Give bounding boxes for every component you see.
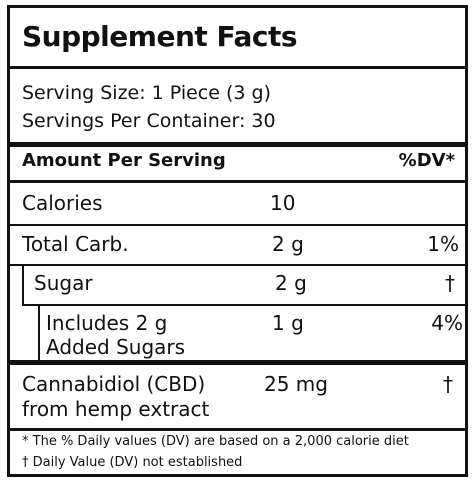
supplement-facts-panel: Supplement Facts Serving Size: 1 Piece (…: [7, 5, 468, 477]
divider-thick: [10, 180, 465, 183]
row-cbd-dv: †: [443, 372, 453, 396]
amount-per-serving-header: Amount Per Serving: [22, 150, 226, 171]
footnote-not-established: † Daily Value (DV) not established: [22, 455, 243, 470]
row-total-carb-dv: 1%: [427, 232, 459, 256]
divider: [10, 224, 465, 226]
divider-thick: [10, 66, 465, 69]
row-calories-name: Calories: [22, 191, 103, 215]
indent-bar: [38, 304, 40, 360]
row-cbd-amount: 25 mg: [264, 372, 328, 396]
footnote-daily-values: * The % Daily values (DV) are based on a…: [22, 434, 409, 449]
servings-per-container: Servings Per Container: 30: [22, 110, 276, 132]
daily-value-header: %DV*: [398, 150, 455, 171]
row-sugar-name: Sugar: [34, 271, 93, 295]
divider-heavy: [10, 142, 465, 147]
divider-thick: [10, 428, 465, 431]
divider: [10, 264, 465, 266]
row-calories-amount: 10: [270, 191, 296, 215]
row-added-sugars-name-line1: Includes 2 g: [46, 311, 168, 335]
divider-heavy: [10, 360, 465, 365]
serving-size: Serving Size: 1 Piece (3 g): [22, 82, 271, 104]
row-sugar-amount: 2 g: [275, 271, 307, 295]
row-added-sugars-name-line2: Added Sugars: [46, 335, 186, 359]
row-added-sugars-amount: 1 g: [272, 311, 304, 335]
row-cbd-name-line2: from hemp extract: [22, 397, 210, 421]
row-cbd-name-line1: Cannabidiol (CBD): [22, 372, 206, 396]
panel-title: Supplement Facts: [22, 20, 298, 53]
divider: [22, 304, 465, 306]
row-total-carb-amount: 2 g: [272, 232, 304, 256]
row-total-carb-name: Total Carb.: [22, 232, 129, 256]
row-sugar-dv: †: [445, 271, 455, 295]
row-added-sugars-dv: 4%: [431, 311, 463, 335]
indent-bar: [22, 264, 24, 304]
